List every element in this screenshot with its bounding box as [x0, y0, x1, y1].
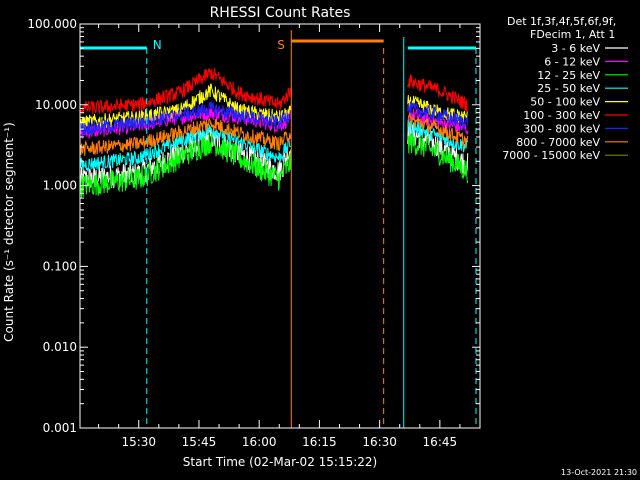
y-tick-label-6: 0.001 [43, 421, 77, 435]
x-tick-label-4: 16:15 [302, 435, 337, 449]
legend-header-2: FDecim 1, Att 1 [530, 28, 615, 41]
plot-frame [79, 23, 481, 429]
annotation-s-label: S [277, 38, 285, 52]
x-axis-label: Start Time (02-Mar-02 15:15:22) [183, 455, 377, 469]
chart-title: RHESSI Count Rates [210, 5, 351, 21]
series-100-300-kev-line-1 [79, 68, 292, 115]
y-axis-label: Count Rate (s⁻¹ detector segment⁻¹) [2, 122, 16, 342]
x-tick-label-2: 15:45 [182, 435, 217, 449]
y-tick-label-2: 10.000 [35, 98, 77, 112]
series-300-800-kev-line-1 [79, 101, 292, 137]
y-tick-label-5: 0.010 [43, 340, 77, 354]
y-tick-label-3: 1.000 [43, 179, 77, 193]
series-12-25-kev-line-1 [79, 131, 292, 198]
series-50-100-kev-line-2 [407, 94, 468, 123]
series-100-300-kev-line-2 [407, 74, 469, 113]
legend-label-2: 6 - 12 keV [544, 55, 600, 68]
legend-label-1: 3 - 6 keV [551, 42, 600, 55]
series-800-7000-kev-line-1 [79, 118, 292, 156]
annotation-n-label: N [153, 38, 162, 52]
footer-stamp: 13-Oct-2021 21:30 [561, 468, 637, 477]
series-800-7000-kev-line-2 [407, 112, 469, 148]
series-6-12-kev-line-1 [79, 106, 292, 139]
x-tick-label-3: 16:00 [242, 435, 277, 449]
x-tick-label-6: 16:45 [423, 435, 458, 449]
y-tick-label-4: 0.100 [43, 259, 77, 273]
legend-label-6: 100 - 300 keV [523, 109, 600, 122]
x-tick-label-5: 16:30 [362, 435, 397, 449]
legend: Det 1f,3f,4f,5f,6f,9f,FDecim 1, Att 13 -… [502, 15, 628, 162]
legend-label-5: 50 - 100 keV [530, 96, 600, 109]
series-300-800-kev-line-2 [407, 101, 469, 130]
y-tick-label-1: 100.000 [27, 17, 77, 31]
legend-header-1: Det 1f,3f,4f,5f,6f,9f, [507, 15, 616, 28]
legend-label-4: 25 - 50 keV [537, 82, 600, 95]
legend-label-9: 7000 - 15000 keV [502, 149, 600, 162]
series-12-25-kev-line-2 [407, 132, 469, 184]
legend-label-3: 12 - 25 keV [537, 69, 600, 82]
series-25-50-kev-line-1 [79, 124, 291, 172]
x-tick-label-1: 15:30 [121, 435, 156, 449]
axes: 100.000 10.000 1.000 0.100 0.010 0.001 15:30 15… [27, 17, 481, 449]
legend-label-7: 300 - 800 keV [523, 122, 600, 135]
legend-label-8: 800 - 7000 keV [516, 136, 600, 149]
